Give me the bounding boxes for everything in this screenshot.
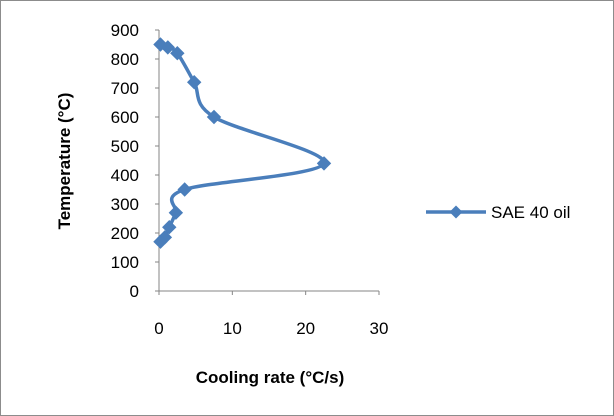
data-point-marker <box>186 74 202 90</box>
data-point-marker <box>162 219 177 235</box>
data-point-marker <box>153 234 168 249</box>
axes <box>155 29 380 295</box>
y-tick-label: 300 <box>111 195 139 214</box>
series-line <box>158 42 326 244</box>
series-group <box>153 37 332 249</box>
y-tick-label: 0 <box>130 282 139 301</box>
data-point-marker <box>177 182 192 197</box>
y-tick-label: 500 <box>111 137 139 156</box>
tick-labels: 0 100 200 300 400 500 600 700 800 900 0 10 20 30 <box>111 21 389 338</box>
x-tick-label: 30 <box>370 319 389 338</box>
y-tick-label: 600 <box>111 108 139 127</box>
data-point-marker <box>206 109 222 125</box>
data-point-marker <box>168 205 184 220</box>
data-point-marker <box>316 156 332 171</box>
x-tick-label: 20 <box>296 319 315 338</box>
x-axis-title: Cooling rate (°C/s) <box>196 368 344 387</box>
y-tick-label: 700 <box>111 79 139 98</box>
legend-series-label: SAE 40 oil <box>491 203 570 222</box>
legend: SAE 40 oil <box>426 203 570 222</box>
data-point-marker <box>170 45 185 61</box>
y-tick-label: 800 <box>111 50 139 69</box>
y-tick-label: 100 <box>111 253 139 272</box>
y-axis-title: Temperature (°C) <box>55 93 74 230</box>
y-tick-label: 400 <box>111 166 139 185</box>
y-tick-label: 200 <box>111 224 139 243</box>
legend-series-marker <box>449 205 463 219</box>
data-point-marker <box>160 40 176 55</box>
x-tick-label: 0 <box>154 319 163 338</box>
x-tick-label: 10 <box>223 319 242 338</box>
data-point-marker <box>153 37 168 52</box>
y-tick-label: 900 <box>111 21 139 40</box>
